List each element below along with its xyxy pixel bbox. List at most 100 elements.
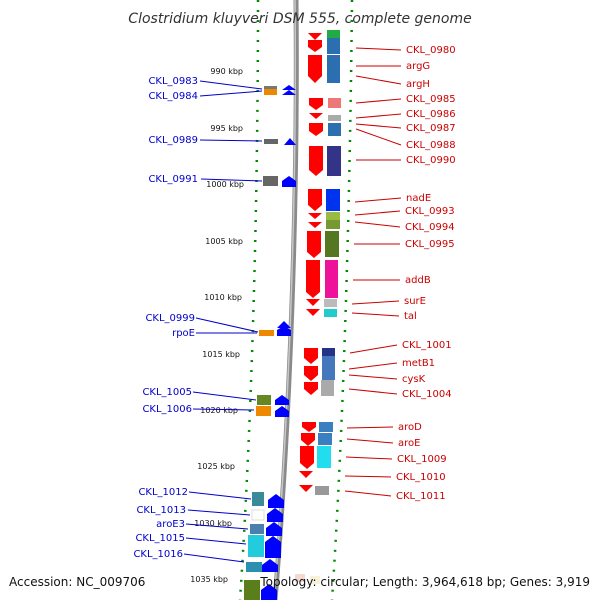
gene-label[interactable]: aroD <box>398 422 422 433</box>
gene-box[interactable] <box>317 446 331 468</box>
forward-arrow-icon[interactable] <box>304 382 318 395</box>
gene-label[interactable]: aroE3 <box>156 519 185 530</box>
forward-arrow-icon[interactable] <box>306 299 320 306</box>
forward-arrow-icon[interactable] <box>308 222 322 228</box>
gene-label[interactable]: CKL_1015 <box>135 533 185 544</box>
gene-label[interactable]: argH <box>406 79 430 90</box>
forward-arrow-icon[interactable] <box>304 348 318 364</box>
gene-label[interactable]: CKL_1013 <box>136 505 186 516</box>
gene-label[interactable]: CKL_1010 <box>396 472 446 483</box>
gene-label[interactable]: CKL_0983 <box>148 76 198 87</box>
gene-box[interactable] <box>322 348 335 356</box>
forward-arrow-icon[interactable] <box>301 433 315 446</box>
forward-arrow-icon[interactable] <box>302 422 316 432</box>
reverse-arrow-icon[interactable] <box>261 584 277 600</box>
gene-label[interactable]: CKL_0990 <box>406 155 456 166</box>
gene-label[interactable]: CKL_0993 <box>405 206 455 217</box>
forward-arrow-icon[interactable] <box>308 40 322 52</box>
gene-box[interactable] <box>327 38 340 54</box>
forward-arrow-icon[interactable] <box>300 446 314 469</box>
gene-label[interactable]: metB1 <box>402 358 435 369</box>
reverse-arrow-icon[interactable] <box>267 508 283 522</box>
gene-label[interactable]: CKL_0987 <box>406 123 456 134</box>
gene-box[interactable] <box>326 220 340 229</box>
reverse-arrow-icon[interactable] <box>275 395 289 417</box>
gene-box[interactable] <box>250 524 264 534</box>
gene-box[interactable] <box>318 433 332 445</box>
gene-box[interactable] <box>327 55 340 83</box>
gene-label[interactable]: CKL_0988 <box>406 140 456 151</box>
gene-box[interactable] <box>325 231 339 257</box>
forward-arrow-icon[interactable] <box>304 366 318 381</box>
gene-label[interactable]: addB <box>405 275 431 286</box>
reverse-arrow-icon[interactable] <box>265 536 281 558</box>
gene-label[interactable]: CKL_0980 <box>406 45 456 56</box>
forward-arrow-icon[interactable] <box>308 189 322 211</box>
gene-box[interactable] <box>264 86 277 90</box>
reverse-arrow-icon[interactable] <box>262 559 278 572</box>
gene-label[interactable]: CKL_1001 <box>402 340 452 351</box>
forward-arrow-icon[interactable] <box>309 113 323 119</box>
reverse-arrow-icon[interactable] <box>268 494 284 508</box>
gene-box[interactable] <box>326 212 340 220</box>
gene-box[interactable] <box>325 260 338 298</box>
gene-box[interactable] <box>257 395 271 405</box>
gene-label[interactable]: CKL_1009 <box>397 454 447 465</box>
gene-box[interactable] <box>319 422 333 432</box>
gene-box[interactable] <box>264 89 277 95</box>
gene-box[interactable] <box>248 535 264 557</box>
gene-box[interactable] <box>324 299 337 307</box>
gene-box[interactable] <box>328 115 341 121</box>
reverse-arrow-icon[interactable] <box>282 176 296 187</box>
gene-label[interactable]: CKL_0986 <box>406 109 456 120</box>
gene-box[interactable] <box>252 492 264 506</box>
forward-arrow-icon[interactable] <box>307 231 321 258</box>
gene-label[interactable]: CKL_1004 <box>402 389 452 400</box>
gene-label[interactable]: CKL_0989 <box>148 135 198 146</box>
gene-box[interactable] <box>244 580 260 600</box>
gene-label[interactable]: argG <box>406 61 430 72</box>
gene-label[interactable]: CKL_1012 <box>138 487 188 498</box>
gene-box[interactable] <box>326 189 340 211</box>
gene-box[interactable] <box>251 509 265 521</box>
forward-arrow-icon[interactable] <box>308 213 322 219</box>
gene-label[interactable]: tal <box>404 311 417 322</box>
gene-box[interactable] <box>327 30 340 38</box>
gene-box[interactable] <box>324 309 337 317</box>
gene-box[interactable] <box>295 574 305 582</box>
gene-box[interactable] <box>264 139 278 144</box>
gene-label[interactable]: cysK <box>402 374 426 385</box>
gene-box[interactable] <box>322 356 335 380</box>
forward-arrow-icon[interactable] <box>309 98 323 110</box>
gene-box[interactable] <box>263 176 278 186</box>
gene-label[interactable]: CKL_0991 <box>148 174 198 185</box>
gene-box[interactable] <box>328 123 341 136</box>
reverse-arrow-icon[interactable] <box>284 138 296 145</box>
gene-box[interactable] <box>315 486 329 495</box>
forward-arrow-icon[interactable] <box>309 146 323 176</box>
reverse-arrow-icon[interactable] <box>282 85 296 95</box>
forward-arrow-icon[interactable] <box>308 55 322 83</box>
gene-box[interactable] <box>256 406 271 416</box>
gene-label[interactable]: CKL_0984 <box>148 91 198 102</box>
gene-box[interactable] <box>327 146 341 176</box>
gene-label[interactable]: surE <box>404 296 426 307</box>
gene-box[interactable] <box>246 562 262 572</box>
gene-box[interactable] <box>328 98 341 108</box>
gene-label[interactable]: CKL_1016 <box>133 549 183 560</box>
reverse-arrow-icon[interactable] <box>266 522 282 536</box>
reverse-arrow-icon[interactable] <box>277 321 291 336</box>
gene-label[interactable]: CKL_1006 <box>142 404 192 415</box>
forward-arrow-icon[interactable] <box>306 260 320 298</box>
forward-arrow-icon[interactable] <box>308 33 322 40</box>
gene-label[interactable]: CKL_0985 <box>406 94 456 105</box>
gene-label[interactable]: aroE <box>398 438 420 449</box>
gene-label[interactable]: rpoE <box>172 328 195 339</box>
gene-box[interactable] <box>321 380 334 396</box>
gene-label[interactable]: CKL_0995 <box>405 239 455 250</box>
gene-label[interactable]: CKL_1005 <box>142 387 192 398</box>
gene-box[interactable] <box>310 576 320 584</box>
forward-arrow-icon[interactable] <box>299 485 313 492</box>
forward-arrow-icon[interactable] <box>309 123 323 136</box>
forward-arrow-icon[interactable] <box>299 471 313 478</box>
